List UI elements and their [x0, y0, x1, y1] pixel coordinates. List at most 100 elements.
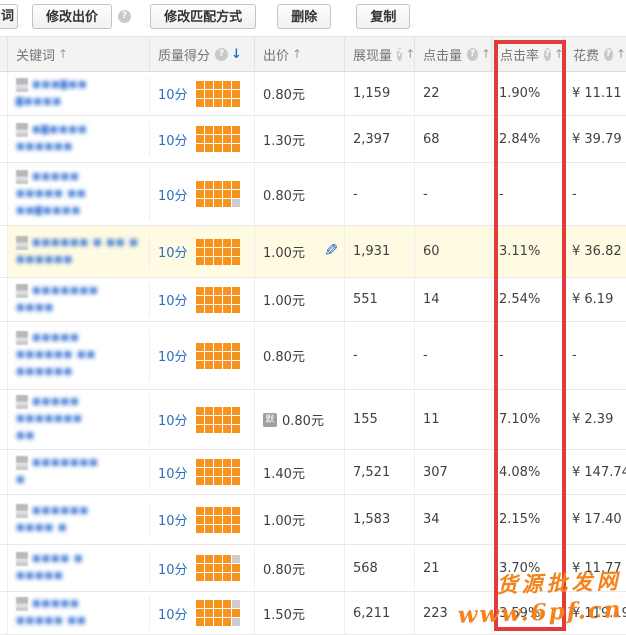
quality-grid-cell	[195, 360, 204, 369]
keyword-blurred: ■■■■■■	[16, 367, 74, 377]
help-icon[interactable]: ?	[544, 47, 551, 61]
quality-grid-cell	[195, 524, 204, 533]
quality-grid-cell	[195, 573, 204, 581]
bid-value: 0.80元	[282, 414, 324, 429]
help-icon[interactable]: ?	[604, 47, 613, 61]
table-row[interactable]: ■■■■■■ ■■■■ ■ 10分 1.00元 1,583 34 2.15% ¥…	[0, 495, 626, 545]
quality-grid-cell	[231, 295, 240, 304]
row-checkbox-stub	[0, 163, 8, 225]
cost-cell: ¥ 11.11	[572, 86, 622, 101]
help-icon[interactable]: ?	[118, 10, 132, 23]
bid-cell[interactable]: 默 0.80元	[255, 390, 345, 449]
keyword-cell[interactable]: ■■■■ ■ ■■■■■	[8, 551, 150, 585]
keyword-cell[interactable]: ■▇■■■■ ■■■■■■	[8, 122, 150, 156]
table-row[interactable]: ■▇■■■■ ■■■■■■ 10分 1.30元 2,397 68 2.84% ¥…	[0, 116, 626, 163]
help-icon[interactable]: ?	[397, 47, 403, 61]
help-icon[interactable]: ?	[467, 47, 478, 61]
table-row[interactable]: ■■■■■ ■■■■■■ ■■ ■■■■■■ 10分 0.80元 - - - -	[0, 322, 626, 390]
keyword-blurred: ■■■■	[16, 302, 55, 313]
col-label: 展现量	[353, 48, 393, 64]
keyword-cell[interactable]: ■■■■■■ ■■■■ ■	[8, 502, 150, 537]
quality-grid-cell	[195, 181, 204, 189]
keyword-cell[interactable]: ■■■■■ ■■■■■ ■■	[8, 596, 150, 630]
quality-grid-cell	[213, 342, 222, 351]
quality-grid-cell	[204, 459, 213, 467]
quality-grid-cell	[222, 286, 231, 295]
table-row[interactable]: ■■■■■ ■■■■■ ■■ 10分 1.50元 6,211 223 3.59%…	[0, 592, 626, 635]
clicks-cell: 60	[415, 226, 492, 277]
keyword-cell[interactable]: ■■■▇■■ ▇■■■■	[8, 76, 150, 111]
quality-grid-cell	[231, 135, 240, 143]
modify-bid-button[interactable]: 修改出价	[32, 4, 113, 29]
col-header-ctr[interactable]: 点击率 ? ↑	[492, 37, 565, 71]
quality-grid-cell	[213, 600, 222, 608]
table-row[interactable]: ■■■■■■■ ■ 10分 1.40元 7,521 307 4.08% ¥ 14…	[0, 450, 626, 495]
keyword-blurred: ■■■■■■	[16, 142, 74, 152]
help-icon[interactable]: ?	[215, 47, 229, 61]
keyword-blurred: ■■	[16, 431, 36, 441]
quality-grid-cell	[222, 304, 231, 313]
keyword-cell[interactable]: ■■■■■ ■■■■■■■ ■■	[8, 394, 150, 445]
quality-grid-cell	[213, 98, 222, 107]
partial-button[interactable]: 词	[0, 4, 18, 29]
col-header-bid[interactable]: 出价 ↑	[255, 37, 345, 71]
keyword-cell[interactable]: ■■■■■ ■■■■■ ■■ ■■▇■■■■	[8, 168, 150, 220]
bid-cell[interactable]: 0.80元	[255, 322, 345, 389]
checkbox-column-stub	[0, 37, 8, 71]
keyword-cell[interactable]: ■■■■■■■ ■■■■	[8, 282, 150, 317]
keyword-cell[interactable]: ■■■■■ ■■■■■■ ■■ ■■■■■■	[8, 330, 150, 381]
col-header-clicks[interactable]: 点击量 ? ↑	[415, 37, 492, 71]
bid-cell[interactable]: 1.00元	[255, 278, 345, 321]
quality-grid	[195, 181, 240, 207]
quality-grid-cell	[231, 600, 240, 608]
quality-grid-cell	[204, 573, 213, 581]
quality-grid-cell	[231, 98, 240, 107]
col-header-cost[interactable]: 花费 ? ↑	[565, 37, 626, 71]
row-checkbox-stub	[0, 592, 8, 634]
table-row[interactable]: ■■■■■ ■■■■■■■ ■■ 10分 默 0.80元 155 11 7.10…	[0, 390, 626, 450]
row-checkbox-stub	[0, 322, 8, 389]
col-header-impressions[interactable]: 展现量 ? ↑	[345, 37, 415, 71]
quality-grid-cell	[213, 506, 222, 515]
edit-bid-icon[interactable]: ✎	[323, 241, 339, 261]
keyword-cell[interactable]: ■■■■■■■ ■	[8, 455, 150, 489]
quality-score-cell: 10分	[150, 495, 255, 544]
bid-cell[interactable]: 0.80元	[255, 72, 345, 115]
table-body: ■■■▇■■ ▇■■■■ 10分 0.80元 1,159 22 1.90% ¥ …	[0, 72, 626, 635]
quality-grid	[195, 80, 240, 107]
bid-cell[interactable]: 1.40元	[255, 450, 345, 494]
quality-grid-cell	[213, 406, 222, 415]
table-row[interactable]: ■■■▇■■ ▇■■■■ 10分 0.80元 1,159 22 1.90% ¥ …	[0, 72, 626, 116]
quality-grid-cell	[213, 256, 222, 265]
col-header-quality-score[interactable]: 质量得分 ? ↓	[150, 37, 255, 71]
quality-grid-cell	[213, 80, 222, 89]
bid-cell[interactable]: 0.80元	[255, 163, 345, 225]
keyword-blurred: ▇■■■■	[16, 96, 62, 107]
quality-grid-cell	[195, 304, 204, 313]
bid-cell[interactable]: 1.30元	[255, 116, 345, 162]
table-row-highlighted[interactable]: ■■■■■■ ■ ■■ ■ ■■■■■■ 10分 1.00元 ✎ 1,931 6…	[0, 226, 626, 278]
bid-cell[interactable]: 1.00元 ✎	[255, 226, 345, 277]
bid-cell[interactable]: 0.80元	[255, 545, 345, 591]
keyword-blurred: ■■■▇■■	[32, 79, 88, 90]
bid-cell[interactable]: 1.00元	[255, 495, 345, 544]
table-row[interactable]: ■■■■ ■ ■■■■■ 10分 0.80元 568 21 3.70% ¥ 11…	[0, 545, 626, 592]
score-value: 10分	[158, 133, 188, 149]
device-icon	[16, 503, 28, 518]
table-row[interactable]: ■■■■■■■ ■■■■ 10分 1.00元 551 14 2.54% ¥ 6.…	[0, 278, 626, 322]
keyword-blurred: ■■■■■	[32, 599, 80, 609]
quality-grid-cell	[213, 286, 222, 295]
bid-cell[interactable]: 1.50元	[255, 592, 345, 634]
row-checkbox-stub	[0, 390, 8, 449]
delete-button[interactable]: 删除	[277, 4, 332, 29]
keyword-blurred: ■■■■■	[32, 171, 80, 182]
copy-button[interactable]: 复制	[356, 4, 411, 29]
quality-grid	[195, 406, 240, 433]
modify-match-button[interactable]: 修改匹配方式	[150, 4, 257, 29]
quality-grid-cell	[195, 609, 204, 617]
quality-grid-cell	[195, 89, 204, 98]
col-header-keyword[interactable]: 关键词 ↑	[8, 37, 150, 71]
table-row[interactable]: ■■■■■ ■■■■■ ■■ ■■▇■■■■ 10分 0.80元 - - - -	[0, 163, 626, 226]
keyword-cell[interactable]: ■■■■■■ ■ ■■ ■ ■■■■■■	[8, 234, 150, 269]
